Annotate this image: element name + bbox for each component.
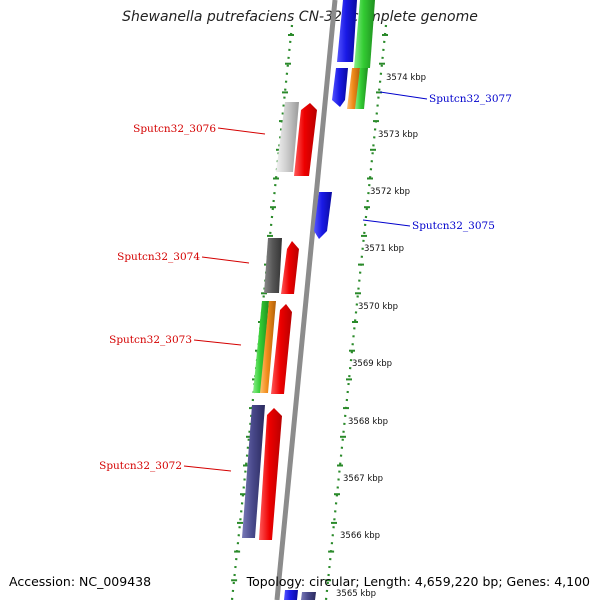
- scale-label-3574: 3574 kbp: [386, 73, 426, 83]
- scale-label-3571: 3571 kbp: [364, 244, 404, 254]
- gene-block-blue-3077a[interactable]: [332, 68, 348, 107]
- scale-label-3568: 3568 kbp: [348, 417, 388, 427]
- genome-backbone: [274, 0, 338, 600]
- accession-text: Accession: NC_009438: [9, 574, 152, 589]
- gene-block-orange-3073[interactable]: [260, 301, 276, 393]
- gene-block-red-3072[interactable]: [259, 408, 282, 540]
- genome-summary-text: Topology: circular; Length: 4,659,220 bp…: [246, 574, 590, 589]
- scale-label-3572: 3572 kbp: [370, 187, 410, 197]
- scale-label-3573: 3573 kbp: [378, 130, 418, 140]
- leader-line-3076: [217, 127, 266, 135]
- gene-block-darkgray-3074[interactable]: [264, 238, 282, 293]
- leader-line-3075: [362, 219, 411, 227]
- scale-label-3569: 3569 kbp: [352, 359, 392, 369]
- gene-label-3076[interactable]: Sputcn32_3076: [133, 123, 216, 135]
- gene-block-red-3074[interactable]: [281, 241, 299, 294]
- gene-blocks: [242, 0, 375, 600]
- gene-leader-lines: [183, 91, 428, 472]
- gene-block-blue-top[interactable]: [337, 0, 357, 62]
- map-title: Shewanella putrefaciens CN-32, complete …: [122, 9, 478, 25]
- gene-block-lightgray-3076[interactable]: [276, 102, 299, 172]
- gene-label-3075[interactable]: Sputcn32_3075: [412, 220, 495, 232]
- gene-block-green-top[interactable]: [354, 0, 375, 68]
- gene-block-green-3077[interactable]: [355, 68, 368, 109]
- gene-block-slate-bottom[interactable]: [301, 592, 316, 600]
- scale-label-3565: 3565 kbp: [336, 589, 376, 599]
- leader-line-3073: [193, 339, 242, 346]
- gene-label-3077[interactable]: Sputcn32_3077: [429, 93, 512, 105]
- leader-line-3072: [183, 465, 232, 472]
- gene-block-green-3073[interactable]: [253, 301, 269, 393]
- gene-label-3072[interactable]: Sputcn32_3072: [99, 460, 182, 472]
- gene-block-blue-bottom[interactable]: [284, 590, 298, 600]
- scale-label-3570: 3570 kbp: [358, 302, 398, 312]
- leader-line-3077: [379, 91, 428, 100]
- right-tick-group: [325, 34, 388, 582]
- gene-label-3074[interactable]: Sputcn32_3074: [117, 251, 200, 263]
- scale-label-3566: 3566 kbp: [340, 531, 380, 541]
- gene-block-blue-3075[interactable]: [314, 192, 332, 239]
- right-dotted-track: [324, 24, 388, 600]
- scale-label-3567: 3567 kbp: [343, 474, 383, 484]
- gene-labels: Sputcn32_3076 Sputcn32_3074 Sputcn32_307…: [99, 93, 512, 472]
- gene-block-red-3073[interactable]: [271, 304, 292, 394]
- gene-block-red-3076[interactable]: [294, 103, 317, 176]
- gene-label-3073[interactable]: Sputcn32_3073: [109, 334, 192, 346]
- leader-line-3074: [201, 256, 250, 264]
- scale-labels: 3574 kbp 3573 kbp 3572 kbp 3571 kbp 3570…: [336, 73, 426, 599]
- gene-block-slate-3072[interactable]: [242, 405, 265, 538]
